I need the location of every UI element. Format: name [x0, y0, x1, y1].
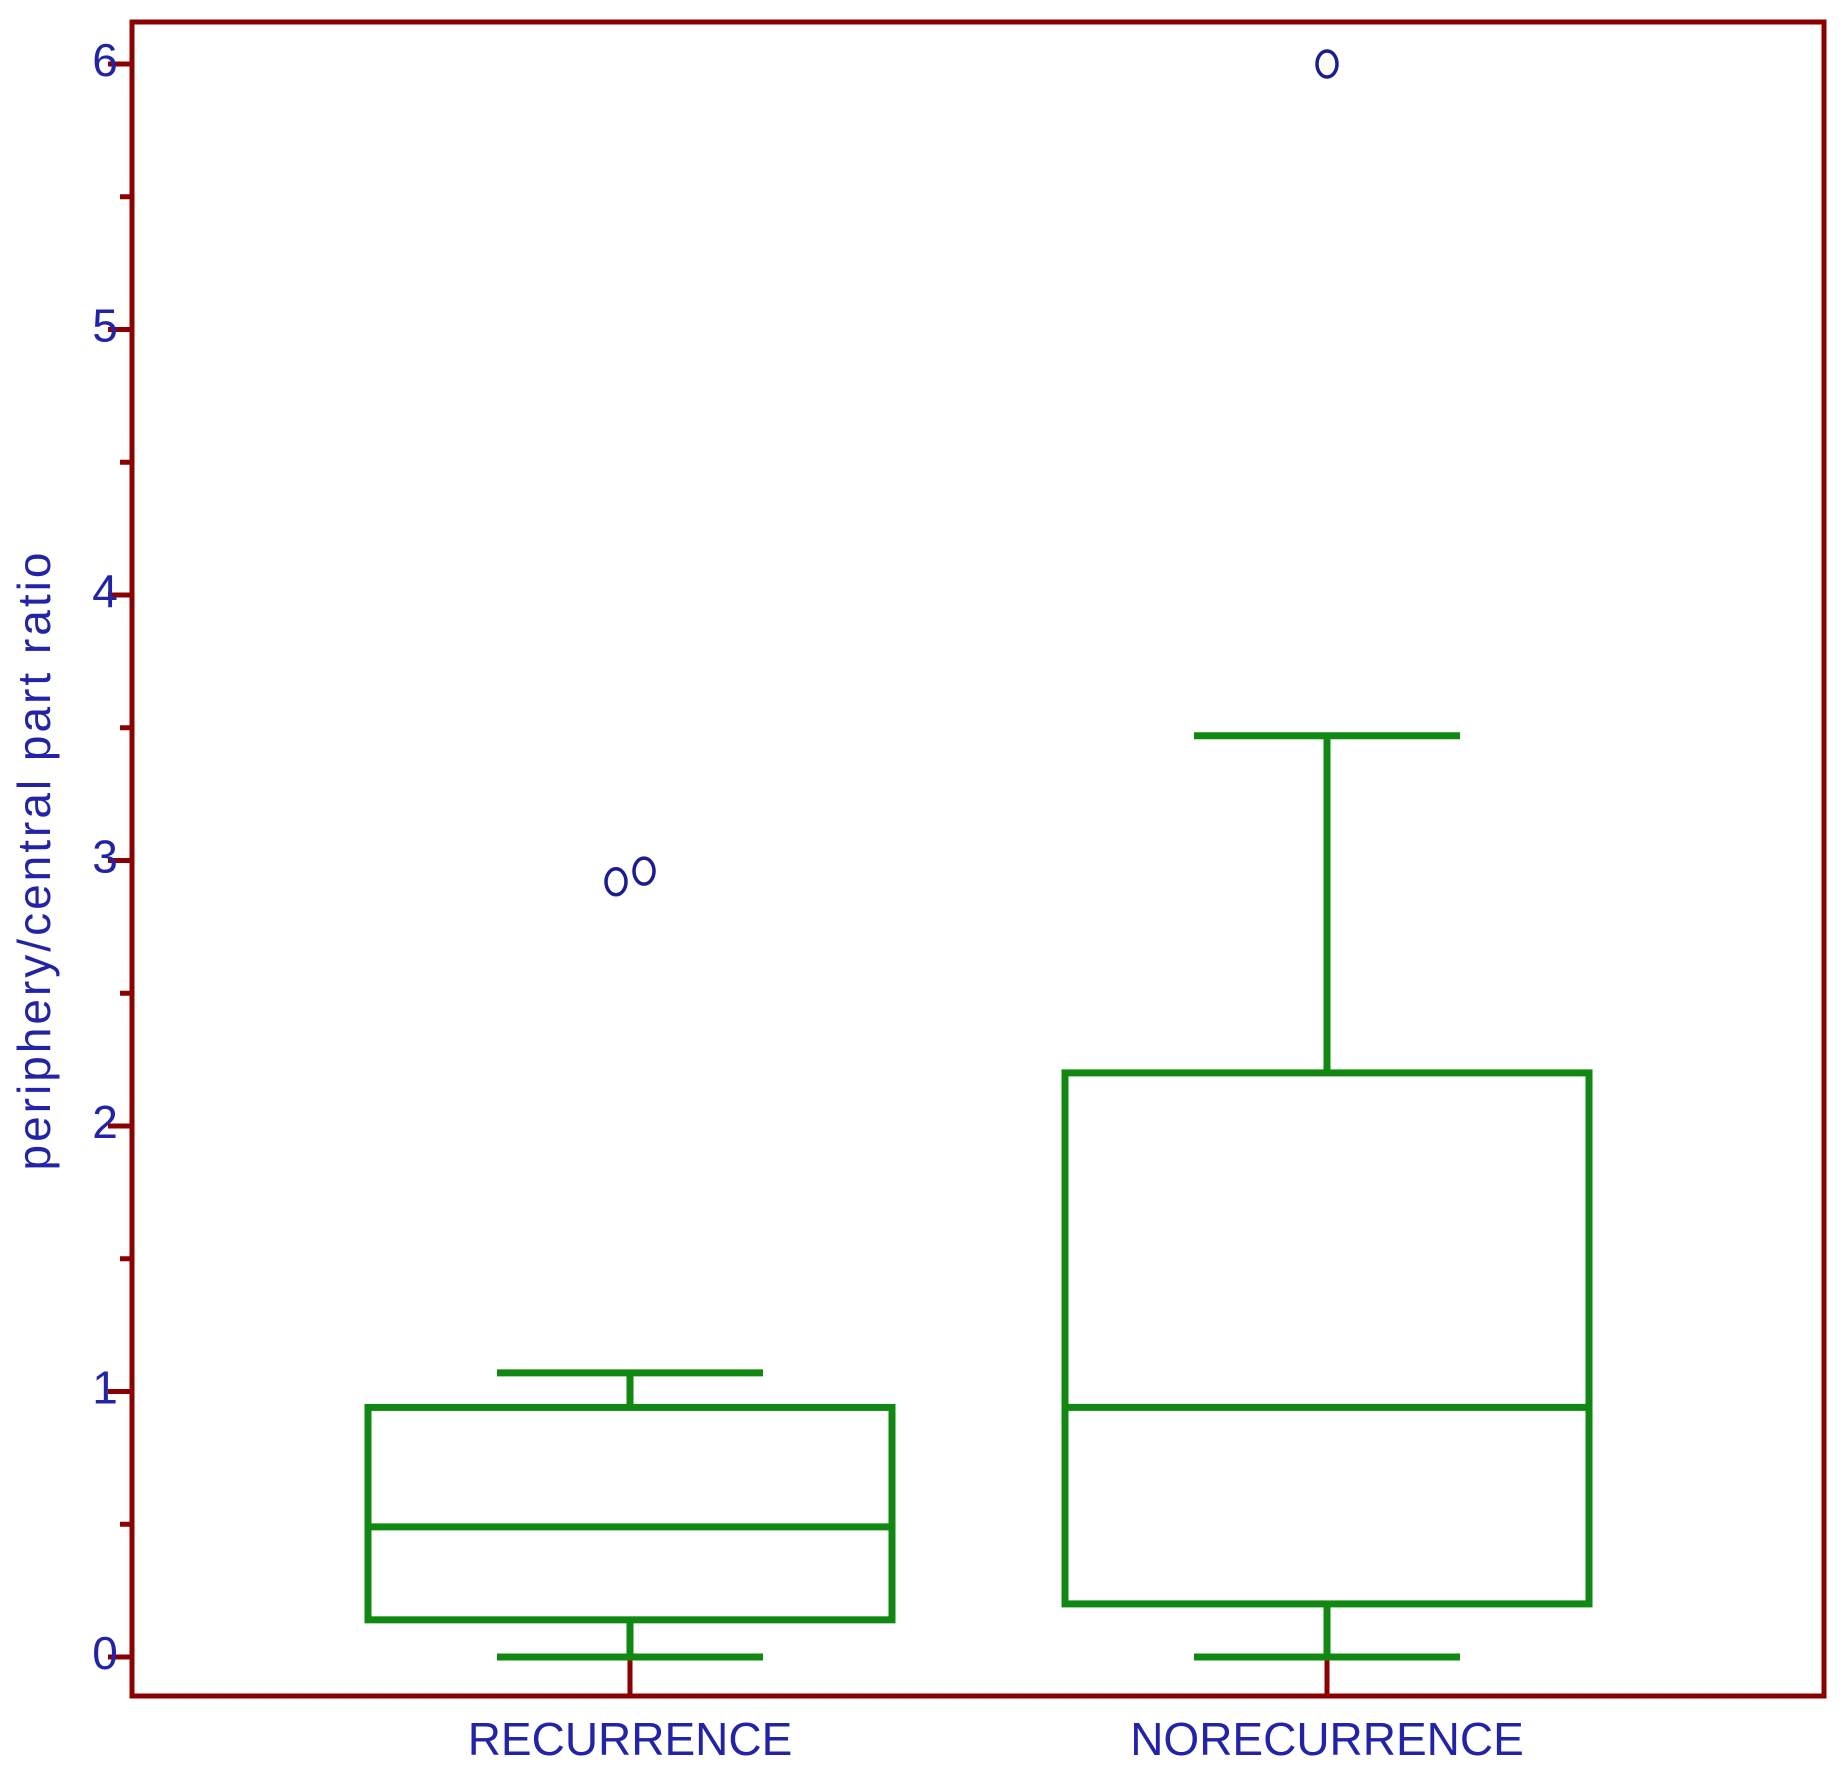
iqr-box [364, 1403, 896, 1624]
y-axis-title: periphery/central part ratio [8, 550, 60, 1171]
y-tick-label: 1 [92, 1362, 118, 1414]
y-tick-label: 6 [92, 34, 118, 86]
x-category-label: RECURRENCE [468, 1713, 793, 1765]
box-group-norecurrence [1061, 49, 1593, 1661]
y-tick-label: 3 [92, 831, 118, 883]
y-tick-label: 0 [92, 1627, 118, 1679]
y-tick-label: 2 [92, 1096, 118, 1148]
label-layer: periphery/central part ratio 0 1 2 3 4 5 6 RECU… [8, 34, 1524, 1765]
outlier-point [632, 856, 656, 886]
box-layer [364, 49, 1593, 1661]
outlier-point [604, 866, 628, 897]
y-tick-label: 5 [92, 300, 118, 352]
box-group-recurrence [364, 856, 896, 1661]
plot-frame [129, 19, 1827, 1699]
x-category-label: NORECURRENCE [1130, 1713, 1524, 1765]
plot-frame-layer [108, 19, 1827, 1699]
y-tick-label: 4 [92, 565, 118, 617]
iqr-box [1061, 1069, 1593, 1608]
outlier-point [1315, 49, 1339, 79]
